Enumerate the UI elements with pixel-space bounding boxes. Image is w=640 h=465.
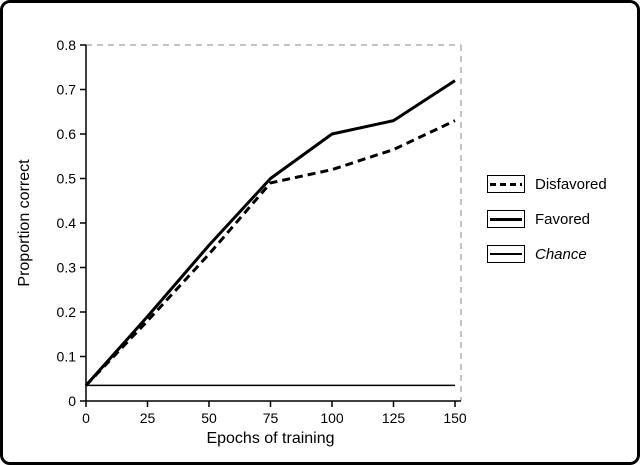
chart-canvas: 0 0.1 0.2 0.3 0.4 0.5 0.6 0.7 0.8 0 25 50 75 100 125 15… xyxy=(57,37,467,426)
legend-item-favored: Favored xyxy=(487,210,607,228)
x-tick-label: 125 xyxy=(382,410,406,426)
y-axis-title: Proportion correct xyxy=(16,159,33,287)
legend-label-favored: Favored xyxy=(535,210,591,228)
legend-item-disfavored: Disfavored xyxy=(487,175,607,193)
legend-swatch-thin-line xyxy=(487,245,525,263)
dashed-line-sample xyxy=(490,182,522,186)
legend-label-chance: Chance xyxy=(535,245,587,263)
series-line-disfavored xyxy=(84,119,456,387)
x-tick-label: 25 xyxy=(140,410,156,426)
y-tick-label: 0.7 xyxy=(57,82,77,98)
legend-swatch-solid-line xyxy=(487,210,525,228)
legend-label-disfavored: Disfavored xyxy=(535,175,607,193)
x-tick-label: 75 xyxy=(263,410,279,426)
x-tick-label: 100 xyxy=(320,410,344,426)
y-tick-label: 0.3 xyxy=(57,260,77,276)
y-tick-label: 0.2 xyxy=(57,304,77,320)
thin-line-sample xyxy=(490,253,522,255)
y-tick-label: 0.6 xyxy=(57,126,77,142)
legend: Disfavored Favored Chance xyxy=(487,175,607,263)
legend-swatch-dashed-line xyxy=(487,175,525,193)
series-line-favored xyxy=(84,79,456,387)
y-tick-label: 0.4 xyxy=(57,215,77,231)
legend-item-chance: Chance xyxy=(487,245,607,263)
y-tick-label: 0.5 xyxy=(57,171,77,187)
solid-line-sample xyxy=(490,217,522,221)
y-tick-label: 0.1 xyxy=(57,349,77,365)
x-tick-label: 50 xyxy=(201,410,217,426)
y-tick-label: 0.8 xyxy=(57,37,77,53)
x-tick-label: 150 xyxy=(443,410,467,426)
x-tick-label: 0 xyxy=(82,410,90,426)
x-axis-title: Epochs of training xyxy=(206,430,335,447)
y-tick-label: 0 xyxy=(68,393,76,409)
